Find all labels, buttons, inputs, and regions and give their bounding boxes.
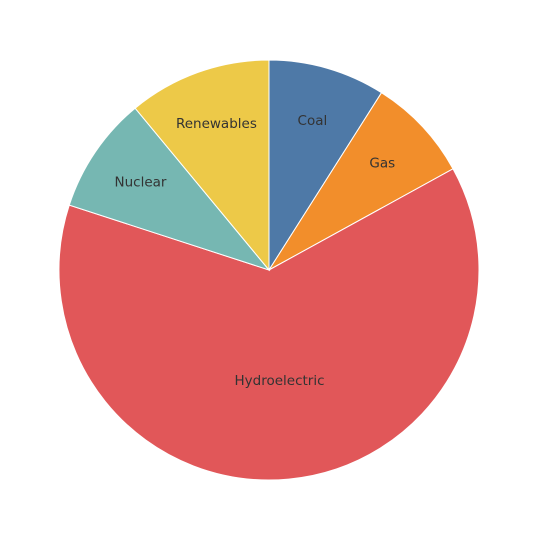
slice-label-nuclear: Nuclear bbox=[115, 175, 167, 191]
slice-label-renewables: Renewables bbox=[176, 116, 257, 132]
slice-label-hydroelectric: Hydroelectric bbox=[234, 373, 324, 389]
slice-label-gas: Gas bbox=[369, 156, 395, 172]
pie-slice-nuclear[interactable] bbox=[68, 107, 271, 272]
pie-slice-hydroelectric[interactable] bbox=[58, 168, 480, 481]
slice-label-coal: Coal bbox=[298, 113, 328, 129]
pie-slice-coal[interactable] bbox=[268, 59, 383, 272]
pie-slice-renewables[interactable] bbox=[134, 59, 270, 272]
slice-labels: Coal Gas Hydroelectric Nuclear Renewables bbox=[115, 113, 396, 389]
pie-slice-gas[interactable] bbox=[268, 92, 454, 271]
slices bbox=[58, 59, 480, 481]
